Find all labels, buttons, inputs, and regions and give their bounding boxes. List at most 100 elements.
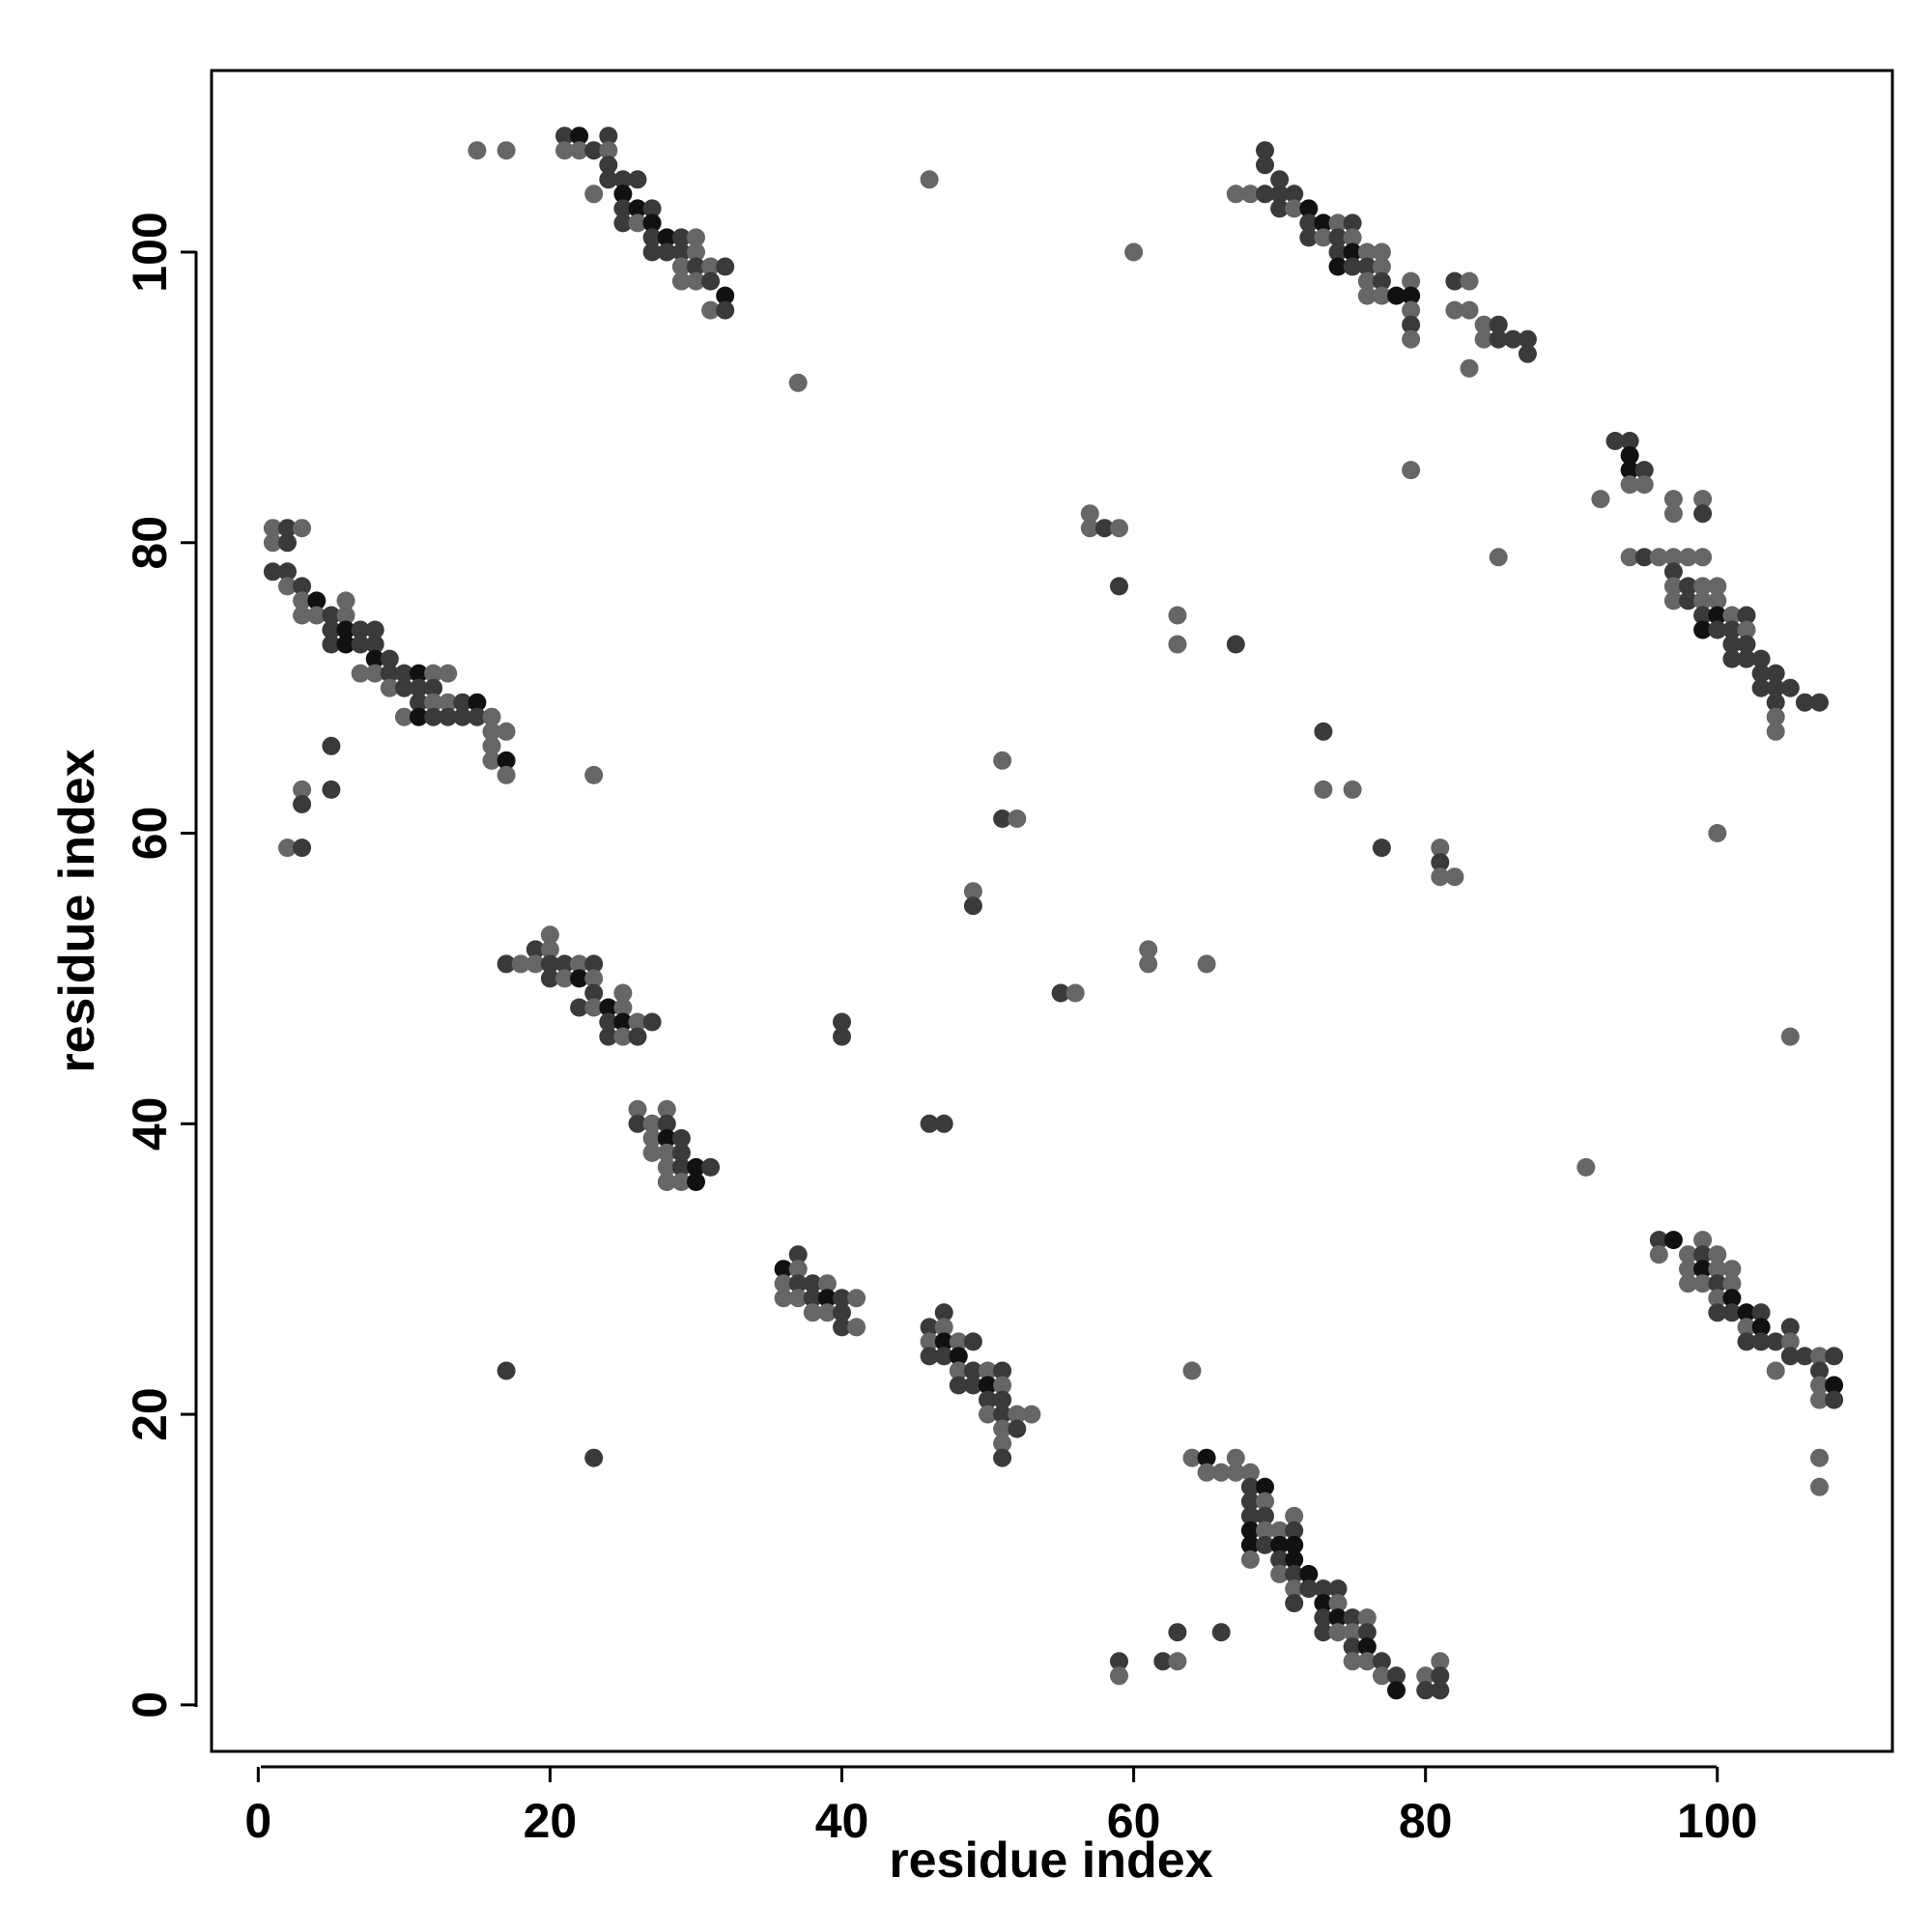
contact-point	[322, 736, 341, 755]
y-axis: 0 20 40 60 80 100	[123, 212, 198, 1719]
contact-point	[1226, 1463, 1245, 1482]
contact-point	[1094, 519, 1114, 538]
y-tick-label: 60	[123, 807, 177, 861]
contact-point	[1708, 1303, 1727, 1322]
contact-point	[1431, 838, 1450, 858]
contact-point	[613, 1012, 633, 1032]
contact-point	[540, 954, 559, 974]
contact-point	[1780, 678, 1800, 697]
contact-point	[817, 1303, 837, 1322]
contact-point	[482, 707, 501, 726]
contact-point	[1708, 577, 1727, 596]
contact-point	[1634, 475, 1654, 495]
contact-point	[774, 1289, 793, 1308]
contact-point	[1240, 1463, 1260, 1482]
contact-point	[1124, 242, 1144, 262]
contact-point	[1649, 548, 1668, 567]
contact-point	[788, 1245, 808, 1264]
contact-point	[1314, 228, 1333, 247]
y-tick-label: 40	[123, 1097, 177, 1151]
x-tick-label: 60	[1107, 1794, 1161, 1848]
contact-point	[1810, 1477, 1829, 1496]
contact-point	[322, 780, 341, 799]
contact-point	[657, 1099, 676, 1119]
contact-point	[1357, 242, 1377, 262]
contact-point	[1314, 1608, 1333, 1628]
contact-point	[555, 954, 574, 974]
contact-point	[1299, 1579, 1319, 1599]
contact-point	[1780, 1318, 1800, 1337]
contact-point	[1766, 707, 1785, 726]
contact-point	[979, 1405, 997, 1424]
contact-point	[687, 1157, 705, 1177]
contact-point	[1402, 286, 1421, 305]
contact-point	[1387, 1681, 1406, 1700]
contact-point	[1737, 1303, 1756, 1322]
contact-point	[394, 678, 413, 697]
contact-point	[1240, 185, 1260, 204]
contact-point	[1299, 199, 1319, 218]
contact-point	[993, 1405, 1012, 1424]
contact-point	[1372, 271, 1391, 291]
contact-point	[1445, 867, 1464, 887]
contact-point	[1737, 649, 1756, 668]
contact-point	[1328, 1579, 1348, 1599]
contact-point	[1591, 490, 1610, 509]
contact-point	[949, 1376, 968, 1395]
contact-point	[1357, 1652, 1377, 1671]
contact-point	[1722, 1260, 1742, 1279]
contact-point	[1722, 606, 1742, 625]
contact-point	[701, 271, 721, 291]
contact-point	[1211, 1463, 1231, 1482]
contact-point	[833, 1289, 851, 1308]
y-tick-label: 0	[123, 1691, 177, 1719]
contact-point	[1387, 286, 1406, 305]
contact-point	[963, 882, 982, 901]
contact-point	[1256, 1535, 1274, 1554]
contact-point	[628, 213, 647, 233]
contact-point	[1825, 1347, 1844, 1366]
contact-point	[1328, 213, 1348, 233]
contact-point	[1810, 1390, 1829, 1409]
contact-point	[642, 1012, 662, 1032]
plot-frame	[210, 69, 1894, 1753]
contact-point	[687, 228, 705, 247]
contact-point	[410, 664, 428, 683]
contact-point	[1256, 141, 1274, 160]
contact-point	[847, 1289, 867, 1308]
contact-point	[1314, 1594, 1333, 1613]
contact-point	[1372, 1652, 1391, 1671]
contact-point	[497, 722, 516, 741]
contact-point	[1110, 577, 1128, 596]
contact-point	[613, 185, 633, 204]
contact-point	[599, 998, 618, 1017]
contact-point	[1270, 199, 1290, 218]
contact-point	[1285, 199, 1304, 218]
contact-point	[1343, 780, 1362, 799]
contact-point	[410, 678, 428, 697]
contact-point	[497, 1361, 516, 1380]
contact-point	[1663, 591, 1683, 611]
contact-point	[671, 242, 691, 262]
contact-point	[1766, 1332, 1785, 1351]
contact-point	[1620, 432, 1639, 450]
contact-point	[963, 896, 982, 916]
x-tick-label: 100	[1677, 1794, 1757, 1848]
contact-point	[1240, 1535, 1260, 1554]
contact-point	[555, 127, 574, 146]
x-tick-label: 20	[524, 1794, 578, 1848]
contact-point	[293, 838, 312, 858]
contact-point	[1270, 1550, 1290, 1569]
contact-point	[1766, 678, 1785, 697]
contact-point	[365, 620, 384, 639]
contact-point	[439, 707, 458, 726]
contact-point	[979, 1361, 997, 1380]
contact-point	[1256, 185, 1274, 204]
contact-point	[1737, 606, 1756, 625]
contact-point	[949, 1347, 968, 1366]
contact-point	[1357, 1608, 1377, 1628]
contact-point	[1328, 242, 1348, 262]
contact-point	[657, 1114, 676, 1133]
contact-point	[599, 1027, 618, 1046]
contact-point	[803, 1303, 822, 1322]
